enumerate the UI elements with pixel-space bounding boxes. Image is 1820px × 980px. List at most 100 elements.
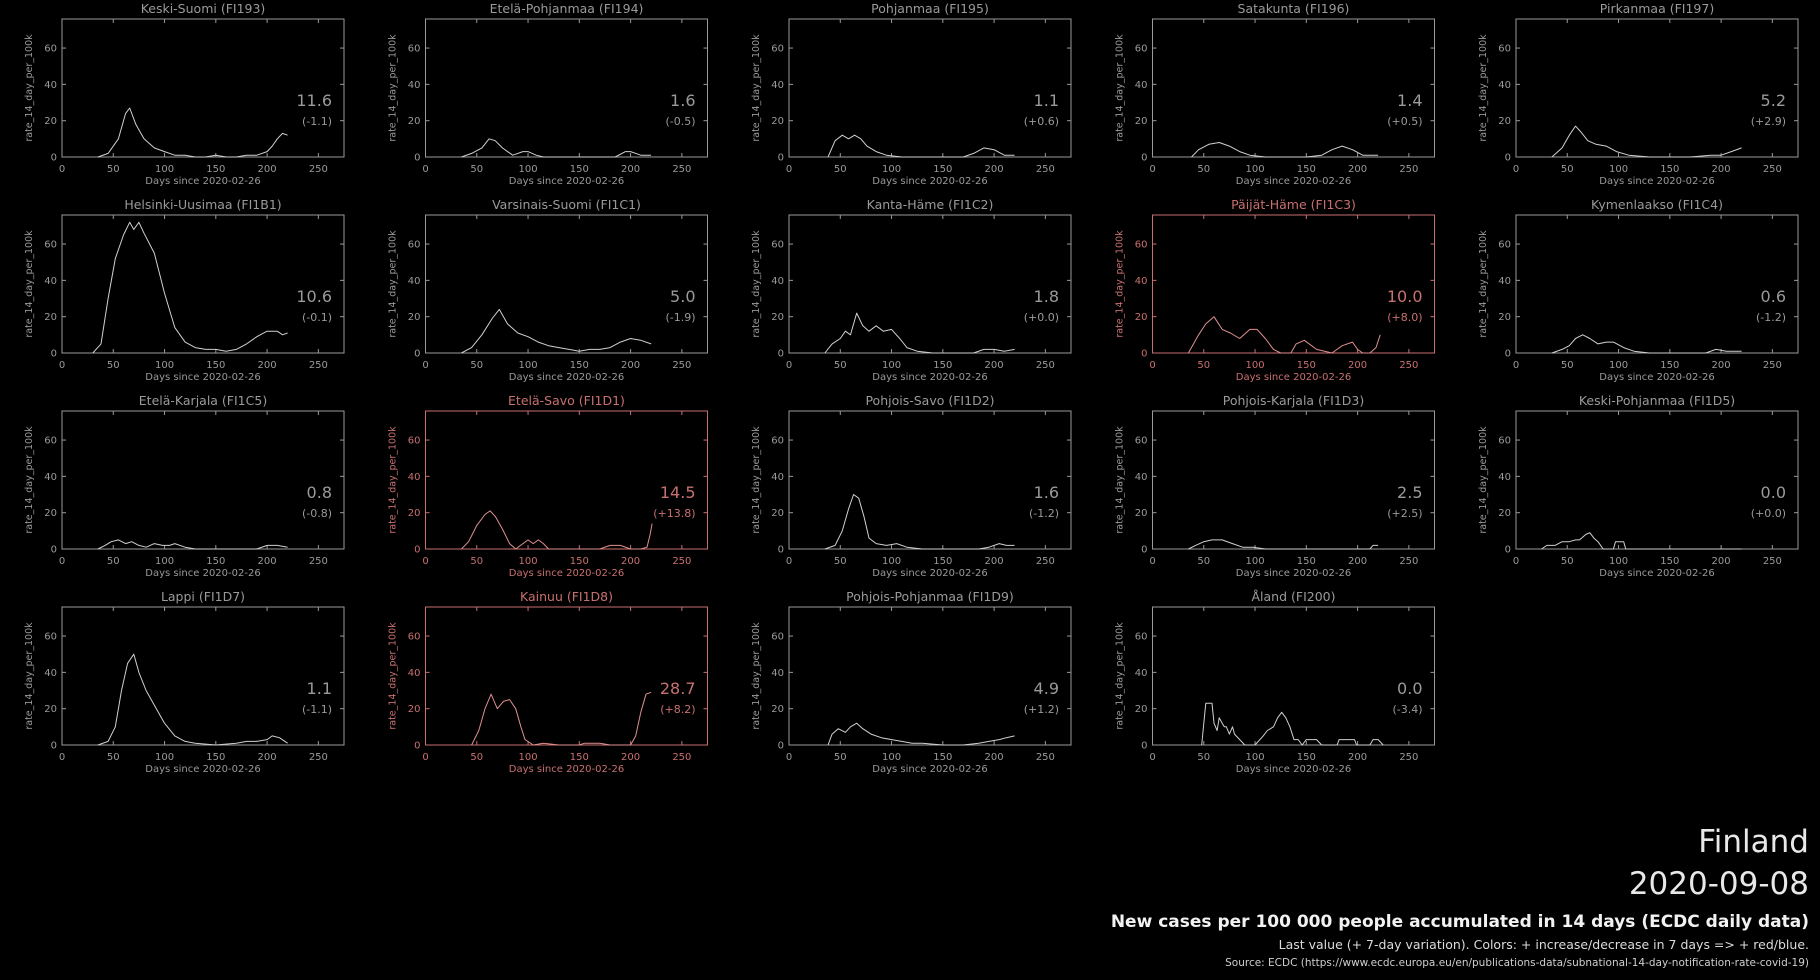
plot-frame bbox=[788, 18, 1072, 158]
y-tick-label: 60 bbox=[44, 44, 57, 55]
x-tick-label: 100 bbox=[1245, 556, 1264, 567]
y-axis-label: rate_14_day_per_100k bbox=[751, 622, 762, 730]
y-tick-label: 60 bbox=[771, 240, 784, 251]
x-axis-label: Days since 2020-02-26 bbox=[872, 176, 987, 187]
last-value-label: 10.6 bbox=[296, 287, 332, 306]
y-tick-label: 40 bbox=[771, 276, 784, 287]
x-tick-label: 50 bbox=[834, 556, 847, 567]
last-value-label: 1.6 bbox=[670, 91, 695, 110]
x-tick-label: 250 bbox=[1763, 556, 1782, 567]
x-tick-label: 250 bbox=[1399, 164, 1418, 175]
y-tick-label: 40 bbox=[408, 276, 421, 287]
panel-title: Pohjois-Karjala (FI1D3) bbox=[1223, 393, 1364, 408]
panel: Åland (FI200) 0 50 100 150 200 250 0 20 40 60 Days … bbox=[1115, 589, 1435, 775]
plot-frame bbox=[788, 410, 1072, 550]
panel: Kanta-Häme (FI1C2) 0 50 100 150 200 250 0 20 40 60… bbox=[751, 197, 1072, 383]
x-tick-label: 200 bbox=[258, 360, 277, 371]
y-tick-label: 20 bbox=[1135, 116, 1148, 127]
x-tick-label: 200 bbox=[1348, 164, 1367, 175]
y-tick-label: 20 bbox=[1135, 312, 1148, 323]
x-tick-label: 100 bbox=[1609, 164, 1628, 175]
x-tick-label: 50 bbox=[470, 556, 483, 567]
y-tick-label: 40 bbox=[1498, 80, 1511, 91]
y-tick-label: 40 bbox=[1135, 472, 1148, 483]
x-tick-label: 100 bbox=[155, 164, 174, 175]
panel: Helsinki-Uusimaa (FI1B1) 0 50 100 150 200 250 0… bbox=[24, 197, 345, 383]
x-tick-label: 150 bbox=[1660, 360, 1679, 371]
last-value-label: 14.5 bbox=[660, 483, 696, 502]
panel-title: Päijät-Häme (FI1C3) bbox=[1231, 197, 1356, 212]
y-tick-label: 40 bbox=[771, 668, 784, 679]
panel-title: Etelä-Karjala (FI1C5) bbox=[139, 393, 267, 408]
y-axis-label: rate_14_day_per_100k bbox=[1478, 34, 1489, 142]
y-tick-label: 0 bbox=[414, 545, 420, 556]
x-tick-label: 150 bbox=[206, 360, 225, 371]
y-tick-label: 60 bbox=[771, 44, 784, 55]
panel-title: Helsinki-Uusimaa (FI1B1) bbox=[124, 197, 281, 212]
x-axis-label: Days since 2020-02-26 bbox=[145, 176, 260, 187]
panel-title: Keski-Pohjanmaa (FI1D5) bbox=[1579, 393, 1735, 408]
variation-label: (+8.0) bbox=[1387, 311, 1422, 324]
variation-label: (+1.2) bbox=[1024, 703, 1059, 716]
country-title: Finland bbox=[1698, 824, 1809, 860]
y-tick-label: 40 bbox=[44, 276, 57, 287]
plot-frame bbox=[425, 18, 708, 158]
panel: Etelä-Karjala (FI1C5) 0 50 100 150 200 250 0 20 4… bbox=[24, 393, 345, 579]
x-tick-label: 50 bbox=[1197, 556, 1210, 567]
last-value-label: 4.9 bbox=[1034, 679, 1059, 698]
y-tick-label: 60 bbox=[771, 436, 784, 447]
x-tick-label: 50 bbox=[1197, 164, 1210, 175]
y-tick-label: 20 bbox=[1135, 704, 1148, 715]
data-source: Source: ECDC (https://www.ecdc.europa.eu… bbox=[1225, 957, 1809, 969]
x-tick-label: 100 bbox=[1245, 360, 1264, 371]
y-tick-label: 60 bbox=[1498, 240, 1511, 251]
x-tick-label: 50 bbox=[107, 360, 120, 371]
x-tick-label: 50 bbox=[1561, 556, 1574, 567]
x-axis-label: Days since 2020-02-26 bbox=[1236, 764, 1351, 775]
panel: Pohjois-Pohjanmaa (FI1D9)0 50 100 150 200 250… bbox=[751, 589, 1072, 775]
y-tick-label: 40 bbox=[1135, 668, 1148, 679]
x-tick-label: 50 bbox=[470, 164, 483, 175]
plot-frame bbox=[425, 214, 708, 354]
y-tick-label: 60 bbox=[44, 436, 57, 447]
panel-title: Kymenlaakso (FI1C4) bbox=[1591, 197, 1723, 212]
y-tick-label: 0 bbox=[51, 545, 57, 556]
series-line bbox=[1201, 702, 1384, 746]
y-tick-label: 40 bbox=[44, 472, 57, 483]
last-value-label: 0.0 bbox=[1761, 483, 1786, 502]
x-tick-label: 250 bbox=[672, 556, 691, 567]
y-tick-label: 0 bbox=[778, 545, 784, 556]
report-date: 2020-09-08 bbox=[1628, 866, 1809, 902]
y-tick-label: 20 bbox=[408, 508, 421, 519]
x-tick-label: 50 bbox=[107, 556, 120, 567]
x-tick-label: 50 bbox=[1561, 164, 1574, 175]
series-line bbox=[827, 722, 1015, 746]
chart-legend-note: Last value (+ 7-day variation). Colors: … bbox=[1278, 937, 1809, 952]
y-axis-label: rate_14_day_per_100k bbox=[24, 426, 35, 534]
panel-title: Etelä-Pohjanmaa (FI194) bbox=[490, 1, 644, 16]
y-tick-label: 20 bbox=[408, 312, 421, 323]
variation-label: (-1.2) bbox=[1029, 507, 1059, 520]
x-tick-label: 250 bbox=[1399, 360, 1418, 371]
panel-title: Pirkanmaa (FI197) bbox=[1600, 1, 1714, 16]
x-axis-label: Days since 2020-02-26 bbox=[1236, 372, 1351, 383]
y-tick-label: 60 bbox=[1135, 632, 1148, 643]
x-tick-label: 150 bbox=[1297, 360, 1316, 371]
y-tick-label: 0 bbox=[414, 349, 420, 360]
x-axis-label: Days since 2020-02-26 bbox=[145, 372, 260, 383]
y-axis-label: rate_14_day_per_100k bbox=[1478, 230, 1489, 338]
series-line bbox=[824, 312, 1015, 354]
panel-title: Varsinais-Suomi (FI1C1) bbox=[492, 197, 641, 212]
y-tick-label: 60 bbox=[1498, 44, 1511, 55]
x-tick-label: 200 bbox=[985, 164, 1004, 175]
plot-frame bbox=[1515, 410, 1799, 550]
x-tick-label: 100 bbox=[1609, 556, 1628, 567]
series-line bbox=[92, 221, 288, 354]
y-tick-label: 60 bbox=[1498, 436, 1511, 447]
y-tick-label: 0 bbox=[1505, 349, 1511, 360]
panel-title: Pohjois-Savo (FI1D2) bbox=[865, 393, 994, 408]
x-tick-label: 0 bbox=[59, 164, 65, 175]
x-tick-label: 100 bbox=[155, 556, 174, 567]
series-line bbox=[1187, 316, 1381, 354]
last-value-label: 10.0 bbox=[1387, 287, 1423, 306]
